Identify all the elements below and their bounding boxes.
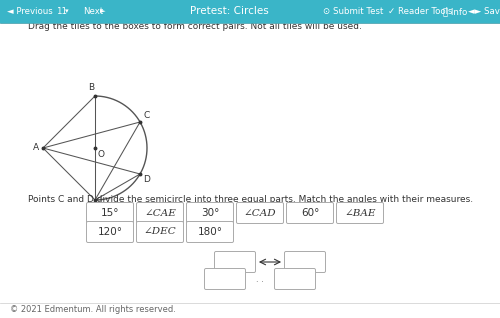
Text: 15°: 15° xyxy=(101,208,119,218)
Text: ►: ► xyxy=(100,9,105,14)
Text: ∠DEC: ∠DEC xyxy=(144,227,176,237)
FancyBboxPatch shape xyxy=(186,222,234,243)
FancyBboxPatch shape xyxy=(204,268,246,289)
FancyBboxPatch shape xyxy=(136,222,184,243)
Text: ∠CAD: ∠CAD xyxy=(244,209,276,218)
Bar xyxy=(0,0,500,23)
Text: C: C xyxy=(143,111,150,120)
Text: ⊙ Submit Test: ⊙ Submit Test xyxy=(323,7,384,16)
Text: . .: . . xyxy=(256,274,264,284)
Text: 60°: 60° xyxy=(301,208,319,218)
FancyBboxPatch shape xyxy=(336,203,384,224)
FancyBboxPatch shape xyxy=(236,203,284,224)
FancyBboxPatch shape xyxy=(86,203,134,224)
Text: 11: 11 xyxy=(56,7,67,16)
Text: B: B xyxy=(88,83,94,92)
Text: E: E xyxy=(94,204,100,213)
Text: ⓘ Info: ⓘ Info xyxy=(443,7,467,16)
FancyBboxPatch shape xyxy=(284,252,326,273)
FancyBboxPatch shape xyxy=(136,203,184,224)
Text: A: A xyxy=(33,143,39,153)
Text: ◄► Save & Exit: ◄► Save & Exit xyxy=(468,7,500,16)
Text: ∠BAE: ∠BAE xyxy=(344,209,376,218)
Text: © 2021 Edmentum. All rights reserved.: © 2021 Edmentum. All rights reserved. xyxy=(10,306,176,315)
FancyBboxPatch shape xyxy=(86,222,134,243)
Text: Next: Next xyxy=(83,7,103,16)
Text: Drag the tiles to the boxes to form correct pairs. Not all tiles will be used.: Drag the tiles to the boxes to form corr… xyxy=(28,22,362,31)
Text: O: O xyxy=(98,150,105,159)
Text: ✓ Reader Tools: ✓ Reader Tools xyxy=(388,7,452,16)
Text: Points C and D divide the semicircle into three equal parts. Match the angles wi: Points C and D divide the semicircle int… xyxy=(28,195,473,204)
Text: 120°: 120° xyxy=(98,227,122,237)
FancyBboxPatch shape xyxy=(214,252,256,273)
FancyBboxPatch shape xyxy=(286,203,334,224)
Text: ∠CAE: ∠CAE xyxy=(144,209,176,218)
Text: Pretest: Circles: Pretest: Circles xyxy=(190,6,269,17)
FancyBboxPatch shape xyxy=(186,203,234,224)
Text: 180°: 180° xyxy=(198,227,222,237)
Text: ▾: ▾ xyxy=(65,9,68,14)
Text: 30°: 30° xyxy=(201,208,219,218)
Text: ◄ Previous: ◄ Previous xyxy=(7,7,53,16)
Text: D: D xyxy=(143,175,150,184)
FancyBboxPatch shape xyxy=(274,268,316,289)
